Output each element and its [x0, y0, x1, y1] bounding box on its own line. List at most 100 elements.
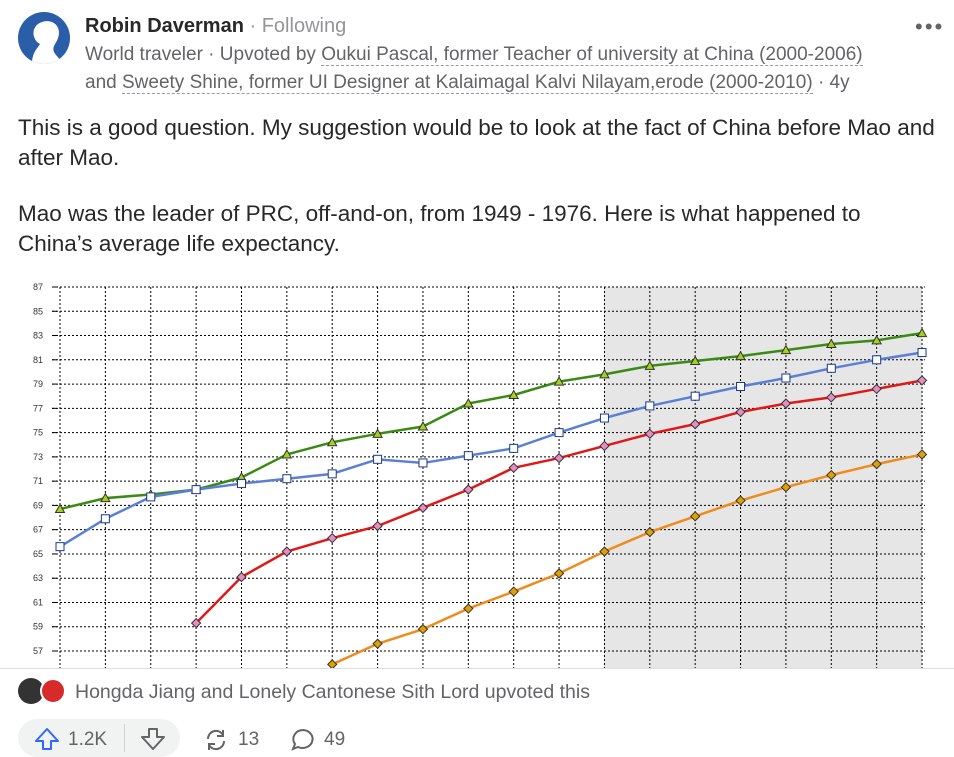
marker — [781, 373, 791, 383]
marker — [871, 383, 882, 395]
marker — [462, 397, 474, 408]
comment-count[interactable]: 49 — [324, 729, 346, 750]
marker — [54, 503, 66, 514]
avatar-icon — [32, 21, 62, 64]
marker — [100, 514, 110, 524]
marker — [735, 495, 746, 506]
marker — [780, 398, 792, 409]
credential: and — [85, 72, 122, 93]
marker — [236, 479, 246, 489]
marker — [508, 389, 520, 399]
shaded-region — [604, 287, 922, 668]
marker — [463, 603, 474, 614]
share-count[interactable]: 13 — [238, 729, 260, 750]
marker — [372, 638, 383, 649]
marker — [644, 526, 656, 538]
upvoter-avatar[interactable] — [18, 678, 44, 704]
marker — [916, 327, 928, 338]
marker — [871, 458, 882, 470]
more-menu[interactable]: • • • — [915, 14, 942, 39]
marker — [689, 418, 701, 430]
comment-icon[interactable] — [290, 727, 316, 753]
y-tick-label: 69 — [33, 500, 43, 510]
author-name[interactable]: Robin Daverman — [85, 15, 244, 37]
marker — [872, 355, 882, 365]
marker — [327, 659, 338, 668]
marker — [553, 568, 565, 579]
marker — [146, 492, 156, 502]
marker — [689, 355, 701, 366]
marker — [553, 452, 565, 464]
marker — [780, 344, 792, 355]
marker — [916, 449, 928, 460]
y-tick-label: 63 — [33, 573, 43, 583]
marker — [644, 428, 656, 440]
upvoters-text[interactable]: Hongda Jiang and Lonely Cantonese Sith L… — [75, 681, 590, 703]
marker — [735, 406, 746, 418]
upvote-count[interactable]: 1.2K — [68, 729, 108, 750]
y-tick-label: 79 — [33, 379, 43, 389]
y-tick-label: 67 — [33, 525, 43, 535]
marker — [825, 338, 837, 349]
downvote-icon[interactable] — [140, 727, 166, 751]
y-tick-label: 73 — [33, 452, 43, 462]
series-line — [59, 351, 923, 548]
marker — [236, 571, 247, 583]
y-tick-label: 85 — [33, 306, 43, 316]
y-tick-label: 57 — [33, 646, 43, 656]
upvoter-link[interactable]: Oukui Pascal, former Teacher of universi… — [321, 44, 863, 66]
marker — [599, 368, 610, 379]
y-tick-label: 75 — [33, 428, 43, 438]
marker — [327, 469, 337, 479]
marker — [372, 520, 383, 532]
avatar[interactable] — [18, 12, 70, 64]
upvoter-avatar[interactable] — [40, 678, 66, 704]
marker — [917, 348, 927, 358]
credential-line: and Sweety Shine, former UI Designer at … — [85, 72, 850, 94]
plot-area — [52, 286, 928, 668]
credential: World traveler · Upvoted by — [85, 44, 322, 65]
marker — [780, 481, 792, 493]
vote-pill — [18, 719, 180, 757]
marker — [871, 334, 883, 345]
marker — [281, 546, 293, 557]
marker — [826, 392, 837, 403]
marker — [599, 413, 609, 423]
credential-line: World traveler · Upvoted by Oukui Pascal… — [85, 44, 863, 66]
y-tick-label: 59 — [33, 622, 43, 632]
marker — [644, 360, 656, 370]
marker — [826, 363, 836, 373]
marker — [190, 617, 202, 629]
separator — [124, 724, 125, 752]
y-tick-label: 81 — [33, 355, 43, 365]
y-tick-label: 61 — [33, 597, 43, 607]
divider — [0, 668, 954, 669]
marker — [735, 350, 746, 361]
share-icon[interactable] — [203, 727, 229, 753]
y-tick-label: 83 — [33, 331, 43, 341]
upvote-icon[interactable] — [34, 727, 60, 751]
marker — [463, 451, 473, 461]
author-row: Robin Daverman · Following — [85, 15, 346, 38]
marker — [281, 448, 293, 459]
marker — [282, 474, 292, 484]
y-tick-label: 87 — [33, 282, 43, 292]
paragraph: This is a good question. My suggestion w… — [18, 115, 935, 170]
marker — [508, 462, 519, 474]
marker — [689, 511, 701, 522]
y-tick-label: 71 — [33, 476, 43, 486]
marker — [55, 542, 65, 552]
marker — [553, 376, 565, 386]
marker — [417, 421, 429, 431]
marker — [645, 401, 655, 411]
marker — [826, 469, 837, 481]
follow-status[interactable]: · Following — [249, 15, 347, 37]
post-age[interactable]: · 4y — [817, 72, 850, 93]
marker — [417, 502, 429, 514]
marker — [599, 546, 610, 557]
upvoter-link[interactable]: Sweety Shine, former UI Designer at Kala… — [121, 72, 813, 94]
marker — [463, 484, 474, 495]
paragraph: Mao was the leader of PRC, off-and-on, f… — [18, 201, 861, 256]
